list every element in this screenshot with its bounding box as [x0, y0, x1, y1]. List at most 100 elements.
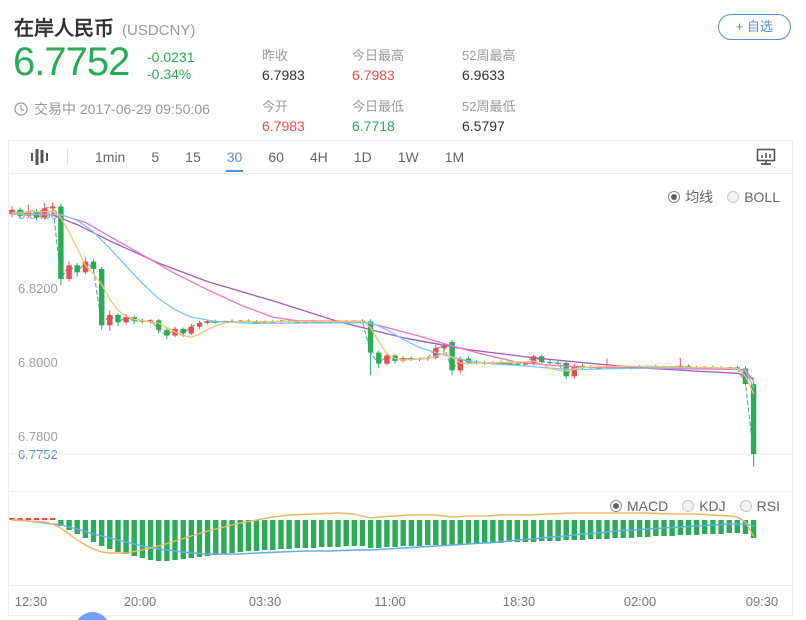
- macd-bar-negative: [408, 520, 415, 546]
- interval-tab-15[interactable]: 15: [185, 149, 201, 165]
- macd-bar-negative: [742, 520, 749, 534]
- macd-bar-negative: [351, 520, 357, 546]
- macd-chart[interactable]: [9, 492, 792, 584]
- macd-bar-negative: [204, 520, 211, 556]
- macd-bar-negative: [245, 520, 252, 551]
- candle-body: [180, 328, 186, 334]
- macd-bar-negative: [376, 520, 382, 548]
- macd-bar-negative: [392, 520, 398, 547]
- macd-bar-negative: [278, 520, 284, 549]
- stat-cell: 52周最高 6.9633: [462, 45, 572, 83]
- macd-bar-negative: [612, 520, 618, 538]
- candle-body: [522, 363, 529, 365]
- candle-body: [50, 206, 56, 209]
- macd-bar-negative: [115, 520, 121, 552]
- macd-bar-negative: [270, 520, 276, 550]
- macd-bar-negative: [522, 520, 529, 542]
- fullscreen-monitor-icon[interactable]: [756, 148, 776, 171]
- wallstreetcn-logo-icon: W: [75, 612, 110, 620]
- macd-bar-negative: [498, 520, 504, 543]
- macd-bar-negative: [628, 520, 635, 538]
- macd-bar-negative: [555, 520, 561, 541]
- interval-tab-1D[interactable]: 1D: [353, 149, 372, 165]
- macd-bar-negative: [693, 520, 700, 535]
- macd-bar-negative: [514, 520, 520, 542]
- stat-label: 今日最低: [352, 99, 405, 114]
- stat-value: 6.7983: [262, 67, 305, 83]
- interval-tab-4H[interactable]: 4H: [309, 149, 328, 165]
- interval-tab-1min[interactable]: 1min: [95, 149, 126, 165]
- candle-body: [9, 209, 15, 215]
- interval-tab-1M[interactable]: 1M: [444, 149, 465, 165]
- y-axis-label: 6.8000: [18, 355, 58, 371]
- x-axis: 12:30 20:00 03:30 11:00 18:30 02:00 09:30: [9, 585, 792, 618]
- macd-bar-negative: [262, 520, 268, 550]
- candle-body: [555, 362, 561, 364]
- stat-label: 52周最高: [462, 48, 516, 63]
- indicator-option-RSI[interactable]: RSI: [739, 498, 780, 514]
- candle-body: [58, 206, 64, 279]
- macd-bar-negative: [416, 520, 423, 546]
- macd-bar-negative: [473, 520, 480, 544]
- macd-bar-negative: [449, 520, 455, 545]
- trading-status-text: 交易中 2017-06-29 09:50:06: [34, 101, 210, 117]
- macd-bar-negative: [139, 520, 146, 558]
- macd-bar-negative: [425, 520, 431, 545]
- macd-bar-negative: [82, 520, 89, 538]
- interval-tab-5[interactable]: 5: [151, 149, 160, 165]
- macd-bar-negative: [286, 520, 292, 549]
- radio-label: MACD: [626, 498, 669, 514]
- macd-bar-positive: [9, 518, 15, 520]
- stat-value: 6.7718: [352, 118, 395, 134]
- overlay-option-BOLL[interactable]: BOLL: [727, 189, 780, 205]
- stat-cell: 52周最低 6.5797: [462, 96, 572, 134]
- candle-body: [367, 321, 374, 353]
- interval-tab-60[interactable]: 60: [268, 149, 284, 165]
- indicator-option-MACD[interactable]: MACD: [609, 498, 669, 514]
- stat-cell: 昨收 6.7983: [262, 45, 352, 83]
- candlestick-chart[interactable]: [9, 174, 792, 491]
- candle-body: [204, 321, 211, 323]
- macd-bar-negative: [384, 520, 390, 547]
- macd-bar-negative: [685, 520, 692, 535]
- macd-bar-negative: [294, 520, 300, 548]
- macd-bar-negative: [750, 520, 757, 538]
- macd-bar-negative: [58, 520, 64, 526]
- macd-bar-negative: [221, 520, 227, 554]
- quote-stats-grid: 昨收 6.7983 今日最高 6.7983 52周最高 6.9633 今开 6.798…: [262, 45, 572, 134]
- candle-body: [441, 346, 447, 349]
- radio-label: 均线: [685, 189, 714, 205]
- macd-bar-positive: [33, 518, 40, 520]
- macd-bar-negative: [123, 520, 129, 554]
- candle-body: [750, 384, 757, 454]
- interval-tab-30[interactable]: 30: [214, 141, 256, 173]
- indicator-option-KDJ[interactable]: KDJ: [682, 498, 726, 514]
- macd-bar-negative: [319, 520, 325, 547]
- macd-bar-negative: [188, 520, 194, 558]
- candle-body: [188, 326, 194, 334]
- candle-body: [408, 358, 415, 360]
- toolbar-divider: [67, 149, 68, 165]
- candle-body: [82, 261, 89, 273]
- candlestick-chart-icon[interactable]: [29, 148, 53, 166]
- macd-bar-negative: [490, 520, 496, 543]
- macd-bar-negative: [237, 520, 243, 552]
- macd-bar-negative: [66, 520, 72, 530]
- candle-body: [147, 320, 154, 322]
- candle-body: [99, 269, 105, 326]
- macd-bar-negative: [327, 520, 333, 547]
- macd-bar-negative: [107, 520, 113, 549]
- radio-icon: [668, 191, 681, 203]
- candle-body: [66, 265, 72, 279]
- add-watchlist-button[interactable]: + 自选: [717, 14, 791, 40]
- stat-cell: 今开 6.7983: [262, 96, 352, 134]
- interval-tab-1W[interactable]: 1W: [397, 149, 419, 165]
- radio-icon: [727, 191, 740, 203]
- macd-bar-negative: [539, 520, 545, 541]
- ma-pink-line: [11, 213, 755, 383]
- macd-bar-negative: [579, 520, 586, 540]
- overlay-option-均线[interactable]: 均线: [668, 187, 713, 207]
- macd-bar-negative: [74, 520, 80, 534]
